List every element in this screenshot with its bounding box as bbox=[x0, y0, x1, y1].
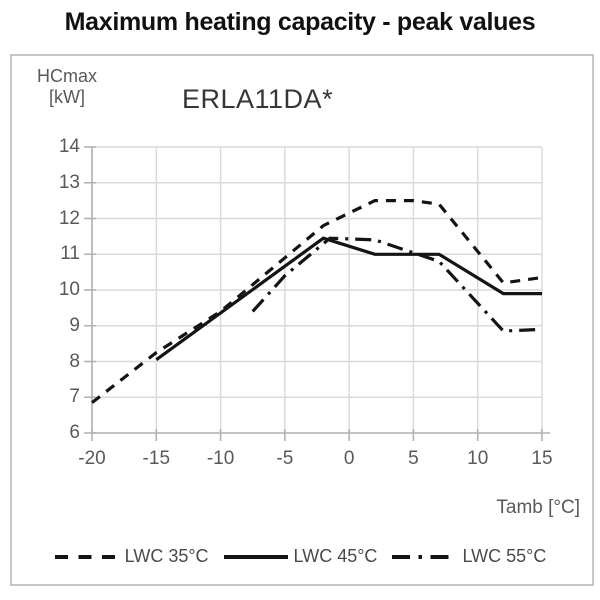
y-axis-unit-label: HCmax [kW] bbox=[28, 66, 106, 108]
y-axis-unit-line2: [kW] bbox=[49, 87, 85, 107]
y-tick-label: 11 bbox=[60, 243, 80, 265]
y-tick-label: 10 bbox=[58, 279, 80, 300]
series-line-lwc-45-c bbox=[155, 236, 542, 361]
chart-title: Maximum heating capacity - peak values bbox=[64, 8, 536, 36]
x-tick-label: 15 bbox=[531, 448, 553, 469]
legend-label-lwc-55: LWC 55°C bbox=[462, 546, 547, 566]
legend-label-lwc-45: LWC 45°C bbox=[293, 546, 378, 566]
model-label: ERLA11DA* bbox=[182, 84, 334, 114]
y-tick-label: 13 bbox=[58, 171, 80, 193]
legend-item-lwc-35: LWC 35°C bbox=[54, 546, 209, 567]
y-tick-label: 6 bbox=[69, 422, 80, 443]
series-line-lwc-35-c bbox=[91, 199, 543, 404]
y-tick-label: 9 bbox=[69, 314, 80, 336]
legend-sample-dashed-icon bbox=[54, 554, 119, 559]
x-tick-label: -5 bbox=[276, 448, 294, 469]
x-tick-label: 10 bbox=[467, 448, 489, 469]
y-axis-unit-line1: HCmax bbox=[36, 66, 97, 86]
legend-sample-solid-icon bbox=[223, 554, 288, 559]
x-tick-label: 0 bbox=[343, 448, 355, 469]
legend: LWC 35°C LWC 45°C LWC 55°C bbox=[0, 546, 600, 567]
legend-item-lwc-45: LWC 45°C bbox=[223, 546, 378, 567]
legend-sample-dashdot-icon bbox=[392, 554, 457, 559]
y-tick-label: 8 bbox=[69, 350, 80, 372]
y-tick-label: 12 bbox=[58, 207, 80, 229]
series-line-lwc-55-c bbox=[251, 236, 543, 333]
y-tick-label: 7 bbox=[69, 386, 80, 408]
x-tick-label: 5 bbox=[408, 448, 419, 469]
x-tick-label: -15 bbox=[142, 448, 171, 469]
legend-item-lwc-55: LWC 55°C bbox=[391, 546, 546, 567]
x-axis-title: Tamb [°C] bbox=[496, 497, 580, 518]
chart-frame bbox=[10, 54, 594, 586]
y-tick-label: 14 bbox=[58, 136, 80, 157]
x-tick-label: -20 bbox=[78, 448, 106, 469]
x-tick-label: -10 bbox=[206, 448, 235, 469]
legend-label-lwc-35: LWC 35°C bbox=[124, 546, 209, 566]
